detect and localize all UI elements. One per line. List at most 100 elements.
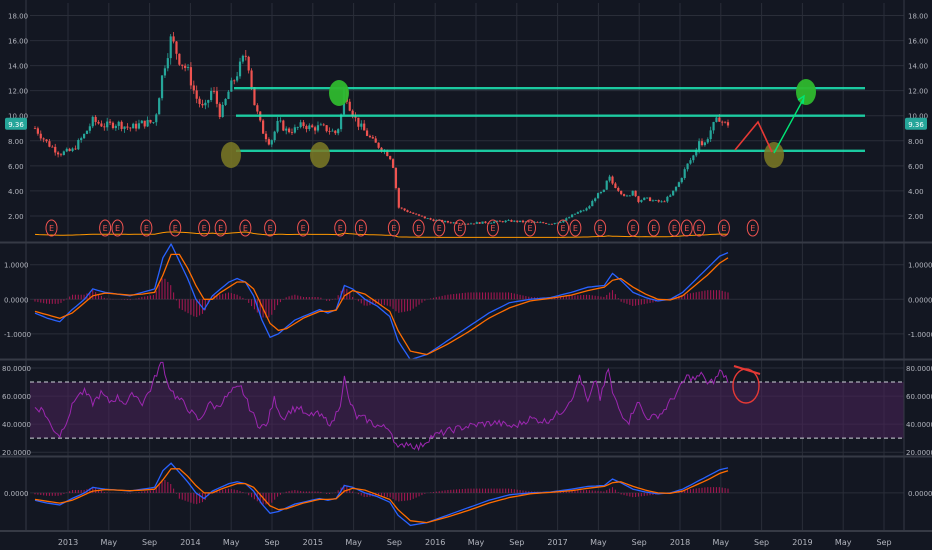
earnings-marker[interactable] xyxy=(169,219,182,237)
candle-body xyxy=(602,189,605,192)
candle-body xyxy=(42,138,45,140)
earnings-marker[interactable] xyxy=(668,219,681,237)
earnings-marker[interactable] xyxy=(594,219,607,237)
candle-body xyxy=(210,90,213,101)
candle-body xyxy=(348,101,351,111)
earnings-marker[interactable] xyxy=(239,219,252,237)
candle-body xyxy=(386,150,389,157)
candle-body xyxy=(596,193,600,199)
earnings-marker[interactable] xyxy=(264,219,277,237)
y-tick-label-left: 6.00 xyxy=(8,163,24,171)
candle-body xyxy=(519,220,522,222)
earnings-marker[interactable] xyxy=(647,219,660,237)
macd2-pane[interactable] xyxy=(34,462,729,527)
green-marker xyxy=(329,80,349,106)
earnings-marker[interactable] xyxy=(214,219,227,237)
earnings-label: E xyxy=(218,224,223,233)
earnings-label: E xyxy=(697,224,702,233)
candle-body xyxy=(357,117,360,127)
candle-body xyxy=(181,64,184,66)
candle-body xyxy=(178,53,181,65)
candle-body xyxy=(695,150,698,156)
annotation-red-zigzag xyxy=(734,120,773,153)
earnings-marker[interactable] xyxy=(387,219,400,237)
candle-body xyxy=(134,123,138,129)
candle-body xyxy=(455,222,458,224)
earnings-marker[interactable] xyxy=(198,219,211,237)
rsi-pane[interactable] xyxy=(30,361,904,452)
macd-line xyxy=(34,462,729,527)
candle-body xyxy=(207,100,210,103)
candle-body xyxy=(672,190,675,196)
candle-body xyxy=(126,126,129,128)
candle-body xyxy=(591,200,594,207)
earnings-marker[interactable] xyxy=(140,219,153,237)
rsi-annotation-circle xyxy=(732,368,760,404)
candle-body xyxy=(85,130,89,134)
candle-body xyxy=(91,116,94,127)
candle-body xyxy=(700,141,704,146)
candle-body xyxy=(674,186,678,191)
x-tick-label: 2018 xyxy=(670,538,690,547)
candle-body xyxy=(429,218,432,220)
candle-body xyxy=(573,213,577,215)
candle-body xyxy=(339,114,343,130)
candle-body xyxy=(443,221,447,222)
y-tick-label-right: 10.00 xyxy=(908,113,928,121)
candle-body xyxy=(490,222,493,224)
candle-body xyxy=(129,127,132,129)
candle-body xyxy=(391,159,395,168)
axes: 2013 May Sep 2014 May Sep 2015 May Sep 2016 May Sep… xyxy=(2,13,932,547)
candle-body xyxy=(680,177,683,183)
earnings-marker[interactable] xyxy=(680,219,693,237)
x-tick-label: Sep xyxy=(876,538,891,547)
earnings-marker[interactable] xyxy=(693,219,706,237)
x-tick-label: May xyxy=(590,538,607,547)
macd-pane[interactable] xyxy=(34,242,729,361)
candle-body xyxy=(521,220,525,223)
candle-body xyxy=(256,105,259,112)
earnings-marker[interactable] xyxy=(717,219,730,237)
earnings-marker[interactable] xyxy=(334,219,347,237)
earnings-marker[interactable] xyxy=(354,219,367,237)
earnings-marker[interactable] xyxy=(412,219,425,237)
candle-body xyxy=(267,139,270,145)
earnings-label: E xyxy=(358,224,363,233)
candle-body xyxy=(54,146,57,153)
earnings-marker[interactable] xyxy=(746,219,759,237)
earnings-marker[interactable] xyxy=(111,219,124,237)
x-tick-label: 2017 xyxy=(547,538,567,547)
candle-body xyxy=(550,223,553,225)
earnings-marker[interactable] xyxy=(433,219,446,237)
earnings-marker[interactable] xyxy=(45,219,58,237)
x-tick-label: 2014 xyxy=(180,538,200,547)
candle-body xyxy=(403,208,406,211)
candle-body xyxy=(493,221,496,223)
candle-body xyxy=(270,140,273,145)
earnings-marker[interactable] xyxy=(297,219,310,237)
earnings-marker[interactable] xyxy=(557,219,569,237)
earnings-marker[interactable] xyxy=(453,219,466,237)
y-tick-label-right: 12.00 xyxy=(908,88,928,96)
earnings-marker[interactable] xyxy=(99,219,112,237)
candle-body xyxy=(556,222,559,224)
earnings-marker[interactable] xyxy=(569,219,582,237)
earnings-marker[interactable] xyxy=(524,219,536,237)
candle-body xyxy=(241,55,244,62)
earnings-marker[interactable] xyxy=(486,219,499,237)
candle-body xyxy=(308,125,311,130)
candle-body xyxy=(293,127,296,133)
pane-dividers[interactable] xyxy=(0,0,932,532)
candle-body xyxy=(461,223,464,225)
candle-body xyxy=(565,218,568,221)
candle-body xyxy=(198,98,201,104)
candle-body xyxy=(631,190,634,196)
candle-body xyxy=(547,223,551,225)
candle-body xyxy=(285,128,288,131)
earnings-marker[interactable] xyxy=(627,219,640,237)
candle-body xyxy=(504,220,507,223)
candle-body xyxy=(389,156,392,160)
candle-body xyxy=(65,148,68,152)
